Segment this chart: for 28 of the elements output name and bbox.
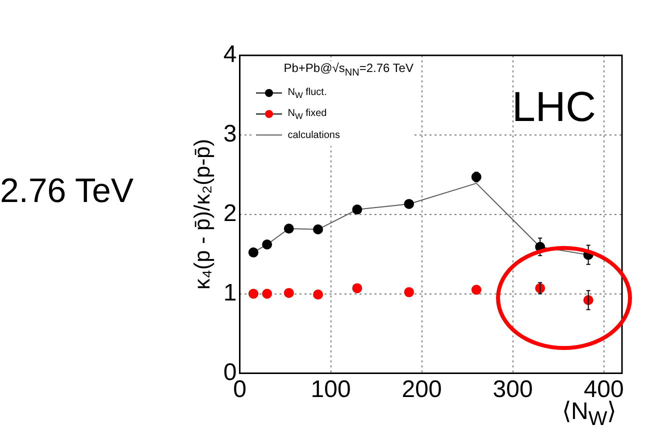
y-tick-label: 2 — [223, 200, 237, 227]
point — [262, 239, 272, 250]
y-axis-title: κ₄(p - p̄)/κ₂(p-p̄) — [189, 138, 214, 290]
point — [352, 283, 362, 294]
point — [404, 198, 414, 209]
point — [284, 224, 294, 234]
x-tick-label: 300 — [492, 376, 533, 404]
x-tick-label: 100 — [310, 376, 351, 404]
point — [352, 204, 362, 215]
point — [471, 284, 482, 295]
legend-title: Pb+Pb@√s$_{NN}$=2.76 TeV — [284, 61, 414, 79]
point — [248, 288, 258, 299]
point — [313, 290, 324, 300]
text: 2.76 TeV — [0, 172, 134, 211]
x-tick-label: 200 — [402, 376, 442, 404]
point — [313, 224, 324, 234]
legend-label: calculations — [288, 130, 340, 141]
point — [404, 287, 414, 298]
point — [262, 288, 272, 299]
x-axis-title: ⟨N$_{W}$⟩ — [562, 398, 616, 431]
y-tick-label: 4 — [223, 41, 237, 68]
point — [248, 247, 258, 258]
point — [284, 288, 294, 298]
legend-label: N$_{W}$ fixed — [288, 108, 327, 121]
legend-label: N$_{W}$ fluct. — [288, 86, 327, 100]
annotation: LHC — [512, 83, 596, 132]
y-tick-label: 3 — [223, 120, 237, 148]
y-tick-label: 1 — [223, 279, 237, 306]
